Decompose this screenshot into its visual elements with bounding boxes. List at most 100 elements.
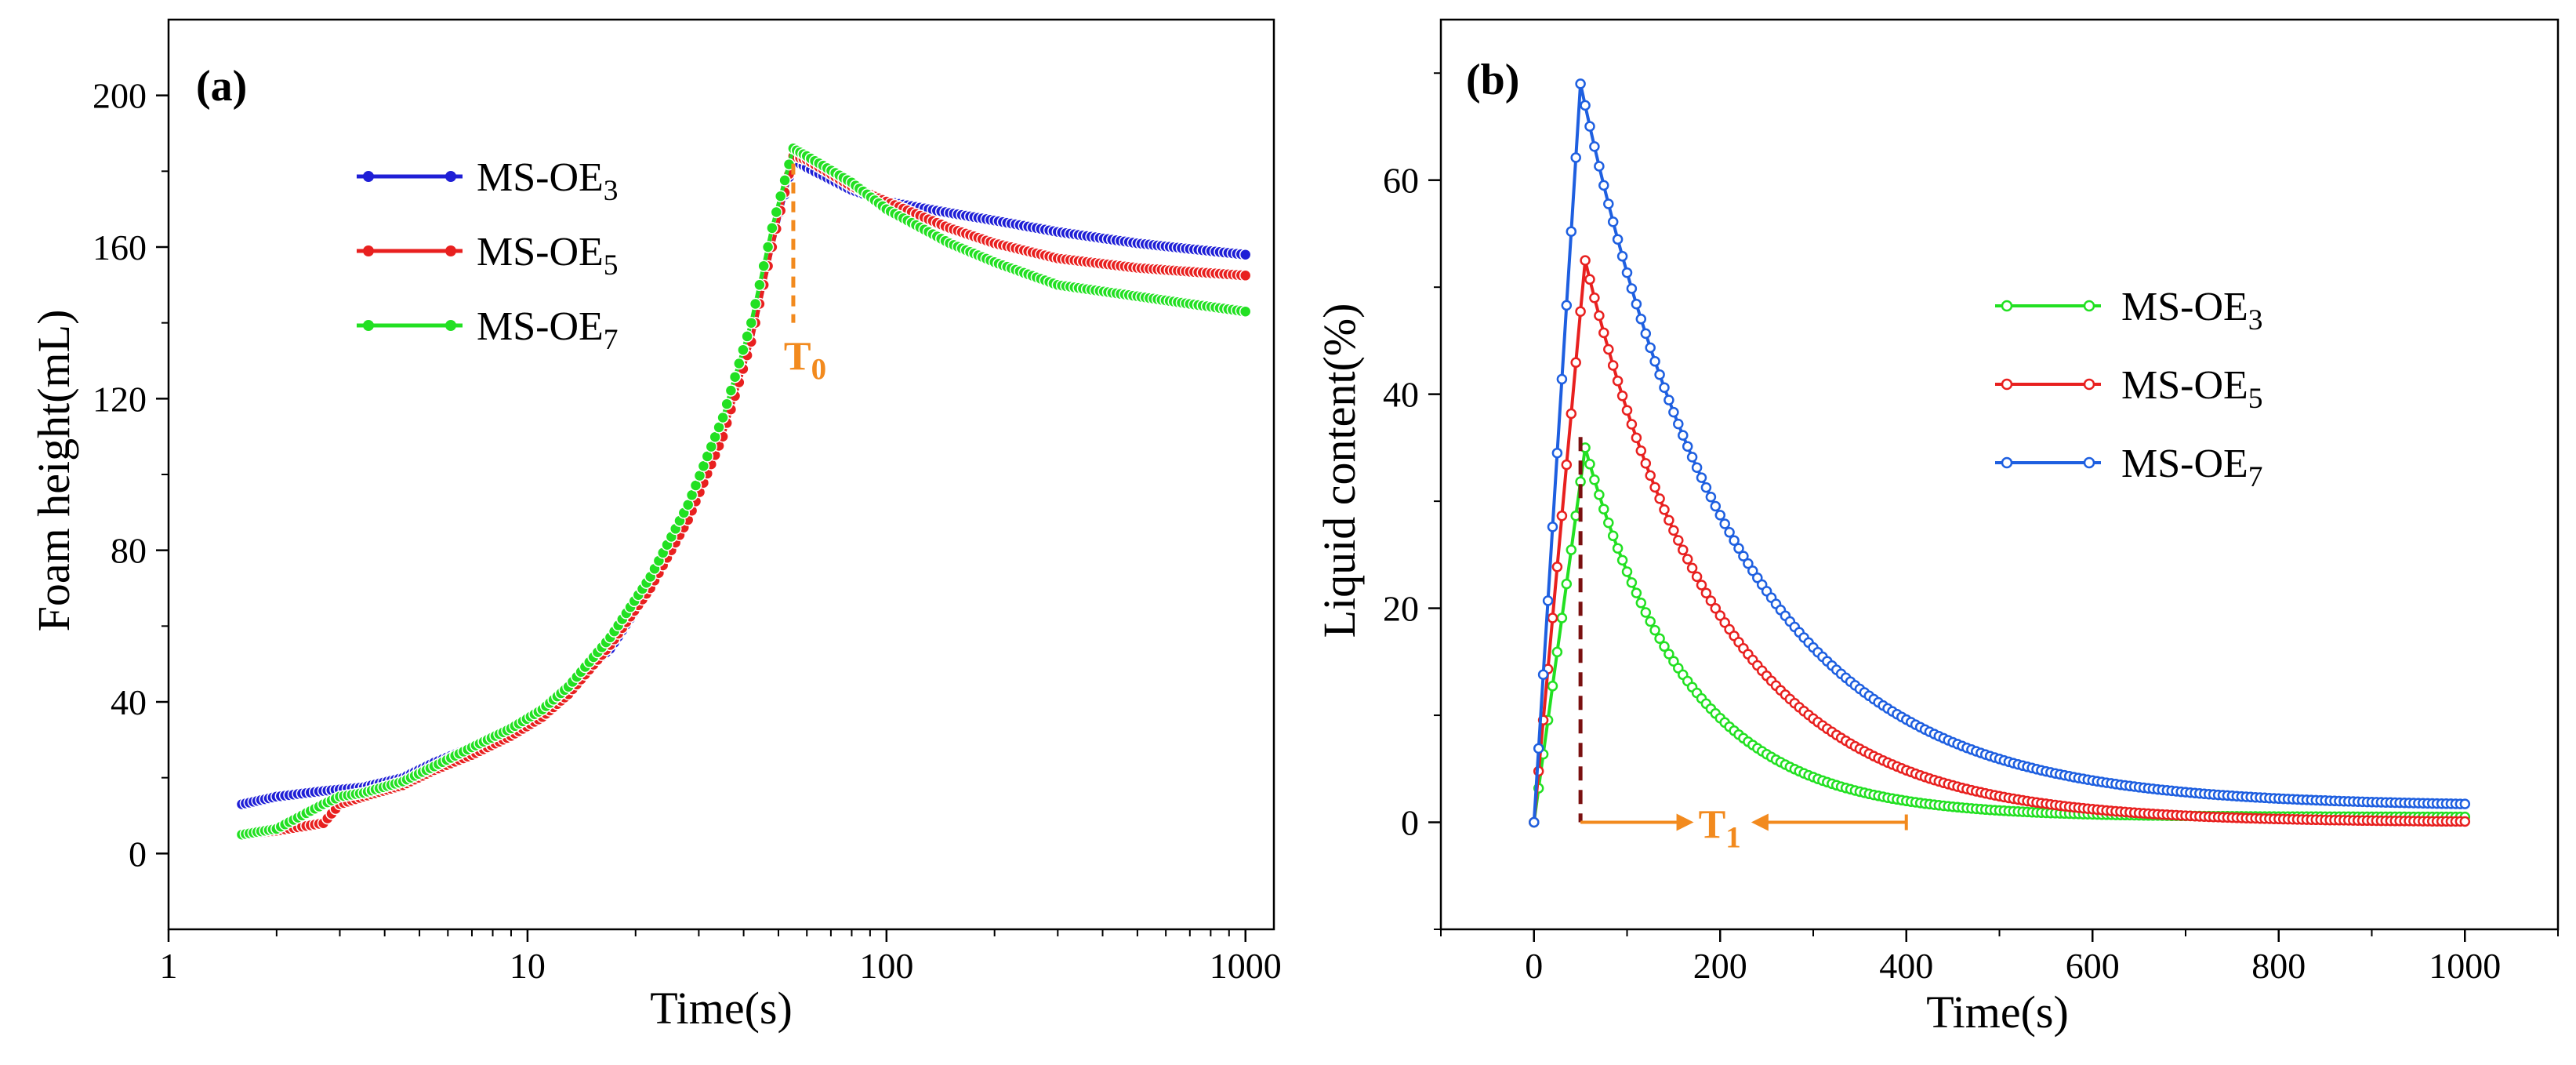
data-point-b <box>1649 624 1660 636</box>
data-point-b <box>1556 510 1568 522</box>
data-point-b <box>1668 656 1679 667</box>
data-point-a <box>778 174 791 187</box>
data-point-b <box>1743 558 1754 569</box>
legend-marker-b <box>2001 300 2013 312</box>
data-point-a <box>737 343 749 356</box>
data-point-b <box>1664 514 1674 526</box>
data-point-b <box>1589 293 1600 304</box>
plot-frame-a <box>167 18 1275 931</box>
data-point-b <box>1529 816 1540 828</box>
data-point-b <box>1533 743 1544 754</box>
data-point-b <box>1556 612 1568 623</box>
data-point-b <box>1710 602 1722 614</box>
data-point-b <box>1575 78 1586 89</box>
x-tick-label-b: 1000 <box>2429 946 2501 986</box>
data-point-a <box>741 330 753 343</box>
data-point-b <box>1700 587 1712 598</box>
y-tick-label-b: 40 <box>1383 375 1419 415</box>
data-point-b <box>1547 681 1558 692</box>
data-point-b <box>1733 543 1744 554</box>
x-tick-label-b: 400 <box>1879 946 1933 986</box>
data-point-b <box>1570 357 1581 369</box>
data-point-b <box>1668 525 1679 536</box>
y-tick-label-a: 200 <box>93 76 147 116</box>
data-point-b <box>1570 152 1581 163</box>
legend-b: MS-OE3 MS-OE5 MS-OE7 <box>1995 285 2263 493</box>
data-point-b <box>1631 432 1642 443</box>
data-point-b <box>1747 565 1758 576</box>
data-point-b <box>1594 489 1605 500</box>
legend-marker-a <box>363 171 374 182</box>
data-point-b <box>1664 649 1674 660</box>
data-point-b <box>1686 452 1698 463</box>
data-point-b <box>1551 447 1563 459</box>
data-point-b <box>1584 274 1595 285</box>
data-point-b <box>1575 306 1586 317</box>
legend-marker-b <box>2001 378 2013 391</box>
data-point-b <box>1635 598 1647 609</box>
data-point-a <box>745 316 758 329</box>
x-tick-label-a: 10 <box>510 946 546 986</box>
legend-a: MS-OE3 MS-OE5 MS-OE7 <box>357 155 619 356</box>
data-point-b <box>1580 100 1591 111</box>
data-point-b <box>1705 491 1717 503</box>
series-b-ms-oe7 <box>1529 78 2471 828</box>
data-point-b <box>1616 554 1628 566</box>
t1-arrowhead-left <box>1676 813 1694 831</box>
legend-marker-a <box>445 320 456 331</box>
data-point-b <box>1626 283 1638 294</box>
data-point-a <box>1239 269 1252 282</box>
data-point-b <box>1566 408 1577 420</box>
data-point-b <box>1659 641 1670 652</box>
data-point-b <box>1607 216 1619 227</box>
data-point-b <box>1603 198 1614 209</box>
x-axis-title-b: Time(s) <box>1926 987 2069 1038</box>
data-point-b <box>1561 459 1573 471</box>
data-point-b <box>1691 571 1703 583</box>
data-point-b <box>1659 504 1670 515</box>
data-point-a <box>753 278 766 292</box>
data-point-b <box>1594 310 1605 322</box>
data-point-b <box>1686 562 1698 574</box>
legend-label-b: MS-OE5 <box>2121 363 2263 415</box>
data-point-b <box>1682 554 1693 565</box>
data-point-b <box>1603 343 1614 355</box>
y-tick-label-b: 20 <box>1383 589 1419 629</box>
x-tick-label-b: 0 <box>1525 946 1543 986</box>
legend-marker-b <box>2083 456 2095 469</box>
data-point-b <box>1696 472 1707 483</box>
x-tick-label-b: 200 <box>1693 946 1747 986</box>
data-point-a <box>774 190 787 202</box>
t0-label: T0 <box>784 335 826 387</box>
data-point-b <box>1714 510 1726 521</box>
data-point-b <box>1640 607 1652 618</box>
data-point-b <box>1584 121 1595 132</box>
data-point-b <box>1598 503 1609 514</box>
data-point-b <box>1626 577 1638 588</box>
data-point-b <box>1631 298 1642 310</box>
data-point-b <box>1616 251 1628 262</box>
y-axis-title-a: Foam height(mL) <box>28 310 79 632</box>
y-tick-label-b: 60 <box>1383 161 1419 201</box>
data-point-b <box>1598 327 1609 339</box>
legend-marker-b <box>2083 378 2095 391</box>
legend-marker-a <box>363 245 374 256</box>
legend-label-a: MS-OE7 <box>477 304 619 356</box>
data-point-b <box>1678 544 1689 555</box>
data-point-b <box>1640 328 1652 340</box>
data-point-b <box>1551 646 1563 658</box>
annotation-t1: T1 <box>1578 437 1908 855</box>
data-point-b <box>1710 500 1722 512</box>
chart-panel-b: 0 200 400 600 800 1000 0 20 40 60 T1 MS-OE3 MS-OE5… <box>1314 18 2560 1038</box>
data-point-b <box>1594 161 1605 172</box>
data-point-b <box>1664 394 1674 405</box>
data-point-b <box>1561 300 1573 311</box>
y-tick-label-a: 0 <box>129 834 147 874</box>
data-point-b <box>1696 580 1707 591</box>
x-tick-label-b: 600 <box>2066 946 2120 986</box>
data-point-b <box>1547 612 1558 623</box>
series-group-a <box>235 142 1252 841</box>
data-point-b <box>1649 356 1660 367</box>
data-point-b <box>1654 369 1665 380</box>
